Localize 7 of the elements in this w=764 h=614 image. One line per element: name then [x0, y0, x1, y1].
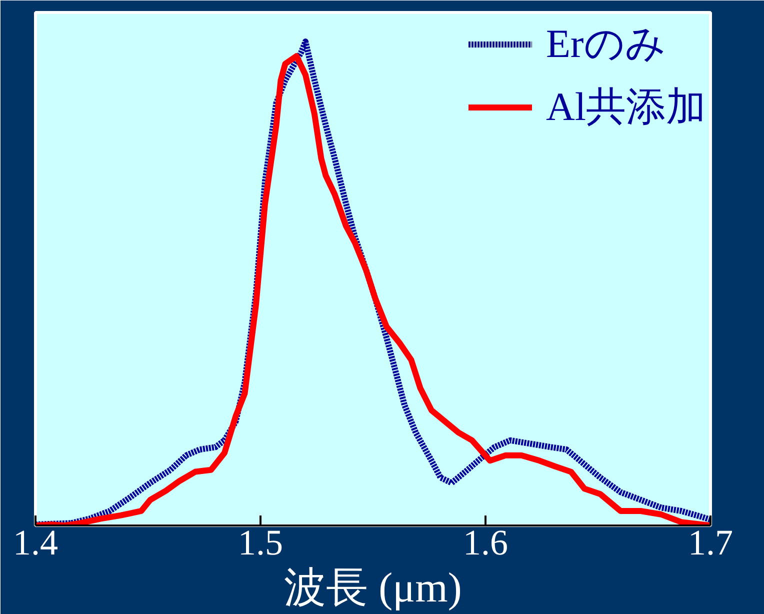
x-tick-label: 1.7	[688, 522, 733, 562]
legend-label: Erのみ	[546, 20, 666, 68]
x-tick-label: 1.4	[13, 522, 58, 562]
x-tick-label: 1.5	[238, 522, 283, 562]
x-tick-label: 1.6	[463, 522, 508, 562]
x-axis-title: 波長 (μm)	[284, 566, 462, 612]
legend-label: Al共添加	[546, 83, 706, 131]
